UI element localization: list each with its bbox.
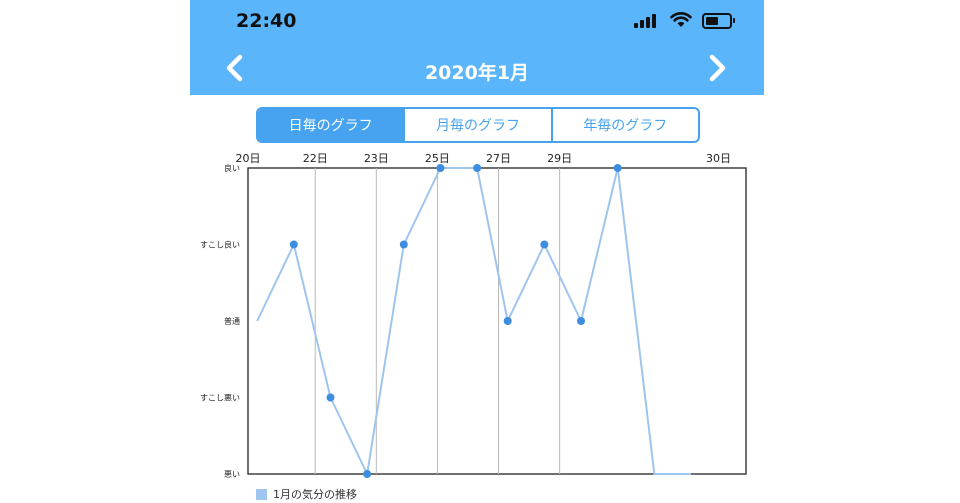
y-tick-label: 悪い (224, 470, 240, 479)
tab-daily[interactable]: 日毎のグラフ (258, 109, 406, 141)
wifi-icon (670, 12, 692, 27)
data-point (289, 240, 298, 249)
x-tick-label: 25日 (425, 152, 450, 165)
data-point (436, 164, 445, 172)
legend-label: 1月の気分の推移 (273, 488, 357, 501)
data-point (399, 240, 408, 249)
status-time: 22:40 (236, 10, 297, 32)
data-point (503, 317, 512, 325)
x-tick-label: 20日 (236, 152, 261, 165)
tab-yearly[interactable]: 年毎のグラフ (583, 118, 668, 134)
y-tick-label: すこし悪い (200, 394, 240, 403)
data-point (577, 317, 586, 325)
x-tick-label: 23日 (364, 152, 389, 165)
y-tick-label: すこし良い (200, 240, 240, 250)
chevron-left-icon[interactable] (220, 53, 250, 83)
graph-tabs: 日毎のグラフ 月毎のグラフ 年毎のグラフ (256, 107, 700, 143)
tab-monthly[interactable]: 月毎のグラフ (405, 109, 553, 141)
data-point (363, 470, 372, 478)
y-tick-label: 普通 (224, 316, 240, 326)
battery-icon (702, 13, 736, 29)
data-point (473, 164, 482, 172)
data-point (613, 164, 622, 172)
x-tick-label: 29日 (547, 152, 572, 165)
month-title: 2020年1月 (424, 62, 530, 84)
x-tick-label: 27日 (486, 152, 511, 165)
status-icons (634, 12, 736, 29)
chevron-right-icon[interactable] (702, 53, 732, 83)
chart-legend: 1月の気分の推移 (256, 486, 357, 502)
signal-icon (634, 12, 660, 28)
header-bar: 22:40 2020年1月 (190, 0, 764, 95)
data-point (326, 393, 335, 402)
data-point (540, 240, 549, 249)
plot-frame (247, 167, 747, 475)
phone-screen: 22:40 2020年1月 日毎のグ (190, 0, 764, 503)
series-line (256, 167, 692, 475)
mood-line-chart: 20日 22日 23日 25日 27日 29日 30日 悪い すこし悪い 普通 すこし良い 良い (200, 152, 747, 479)
x-tick-label: 30日 (706, 152, 731, 165)
legend-swatch (256, 488, 267, 500)
x-tick-label: 22日 (303, 152, 328, 165)
y-tick-label: 良い (224, 163, 240, 173)
